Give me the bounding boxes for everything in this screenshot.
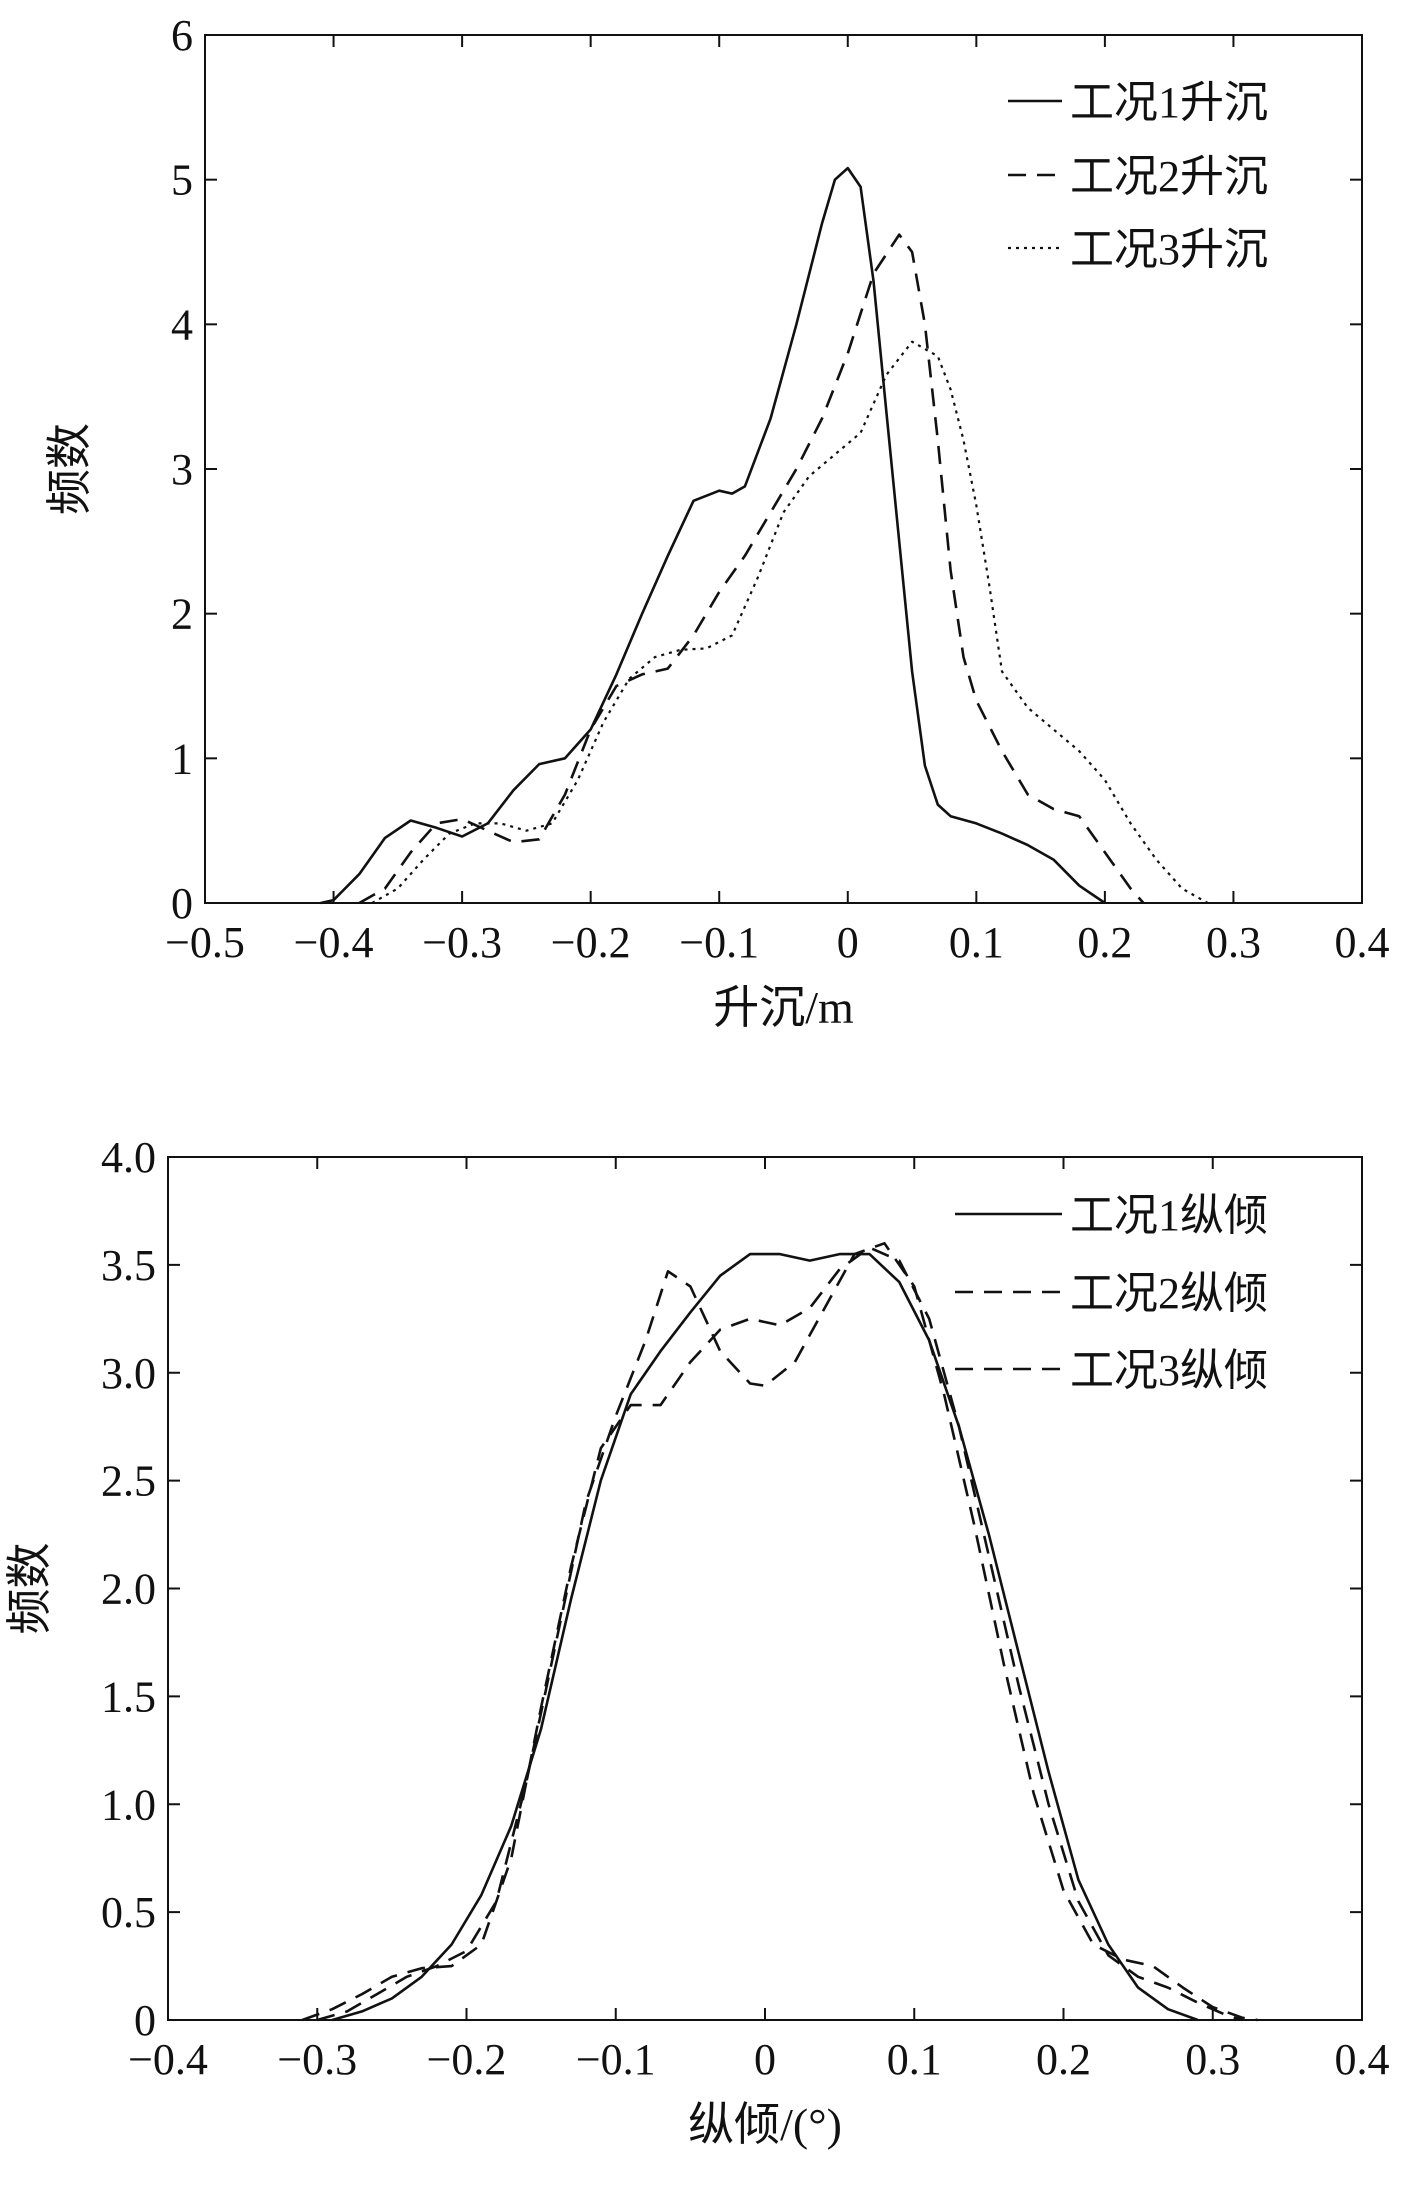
series-line-2 [301,1246,1243,2022]
y-tick-label: 1.0 [101,1780,156,1829]
x-tick-label: 0.1 [949,918,1004,967]
series-line-2 [358,233,1145,905]
x-axis-label: 升沉/m [713,982,854,1033]
x-tick-label: −0.2 [427,2035,507,2084]
legend-label-1: 工况1纵倾 [1070,1191,1268,1240]
legend-label-3: 工况3纵倾 [1070,1346,1268,1395]
legend-label-2: 工况2纵倾 [1070,1269,1268,1318]
x-tick-label: 0 [837,918,859,967]
chart-heave-distribution: −0.5 −0.4 −0.3 −0.2 −0.1 0 0.1 0.2 0.3 0.4 0 1 2 3 4 5 6… [44,11,1390,1033]
y-tick-label: 0.5 [101,1888,156,1937]
x-tick-label: −0.1 [679,918,759,967]
x-tick-label: 0.4 [1335,918,1390,967]
series-line-1 [331,1252,1199,2022]
x-axis-label: 纵倾/(°) [688,2099,842,2150]
y-tick-label: 2.0 [101,1565,156,1614]
x-tick-label: 0.3 [1206,918,1261,967]
y-tick-label: 0 [171,879,193,928]
y-tick-label: 2 [171,590,193,639]
x-tick-label: −0.3 [422,918,502,967]
series-line-3 [371,340,1209,904]
y-tick-label: 5 [171,156,193,205]
series-line-3 [316,1242,1258,2022]
x-tick-label: 0.2 [1036,2035,1091,2084]
x-tick-label: 0 [754,2035,776,2084]
y-tick-label: 3.0 [101,1349,156,1398]
y-tick-label: 4 [171,300,193,349]
x-tick-label: −0.1 [576,2035,656,2084]
y-tick-label: 4.0 [101,1133,156,1182]
y-tick-label: 3 [171,445,193,494]
x-tick-label: −0.5 [165,918,245,967]
x-tick-label: 0.3 [1185,2035,1240,2084]
y-tick-label: 3.5 [101,1241,156,1290]
series-line-1 [320,166,1106,905]
y-tick-label: 1.5 [101,1672,156,1721]
y-axis-label: 频数 [4,1543,55,1635]
y-tick-label: 6 [171,11,193,60]
y-axis-label: 频数 [44,423,95,515]
y-tick-label: 1 [171,734,193,783]
x-tick-label: −0.4 [128,2035,208,2084]
x-tick-label: 0.1 [887,2035,942,2084]
y-tick-label: 2.5 [101,1457,156,1506]
legend-label-3: 工况3升沉 [1070,225,1268,274]
y-tick-label: 0 [134,1996,156,2045]
x-tick-label: −0.2 [551,918,631,967]
legend-label-2: 工况2升沉 [1070,152,1268,201]
x-tick-label: 0.4 [1335,2035,1390,2084]
legend-label-1: 工况1升沉 [1070,78,1268,127]
x-tick-label: −0.4 [294,918,374,967]
x-tick-label: −0.3 [277,2035,357,2084]
x-tick-label: 0.2 [1077,918,1132,967]
chart-trim-distribution: −0.4 −0.3 −0.2 −0.1 0 0.1 0.2 0.3 0.4 0 0.5 1.0 1.5 2… [4,1133,1390,2150]
